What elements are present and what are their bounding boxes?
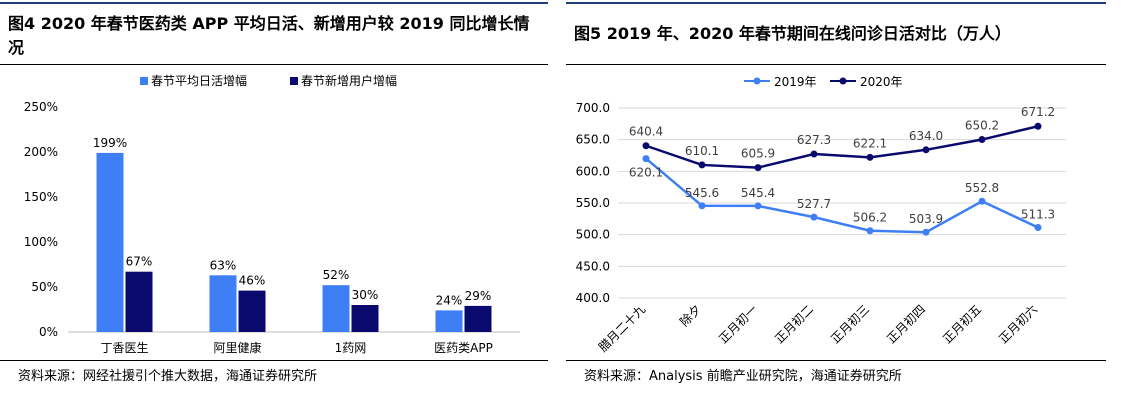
y-tick-label: 250% bbox=[24, 100, 58, 114]
data-point bbox=[1034, 122, 1042, 130]
data-point bbox=[754, 164, 762, 172]
line-chart-panel: 图5 2019 年、2020 年春节期间在线问诊日活对比（万人） 2019年 20… bbox=[566, 0, 1106, 415]
bar-chart-panel: 图4 2020 年春节医药类 APP 平均日活、新增用户较 2019 同比增长情… bbox=[0, 0, 548, 415]
data-point bbox=[642, 155, 650, 163]
line-chart-title: 图5 2019 年、2020 年春节期间在线问诊日活对比（万人） bbox=[574, 24, 1011, 43]
x-tick-label: 医药类APP bbox=[434, 341, 493, 355]
data-point bbox=[810, 213, 818, 221]
data-label: 63% bbox=[210, 258, 237, 272]
legend-marker bbox=[753, 77, 761, 85]
bar bbox=[238, 290, 266, 332]
y-tick-label: 150% bbox=[24, 190, 58, 204]
bar bbox=[435, 310, 463, 332]
x-tick-label: 腊月二十九 bbox=[596, 302, 648, 354]
legend-swatch bbox=[290, 77, 298, 85]
data-label: 506.2 bbox=[853, 211, 887, 225]
bar-chart: 春节平均日活增幅 春节新增用户增幅 0% 50% 100% 150% 200% 250% 199… bbox=[24, 73, 520, 355]
data-point bbox=[978, 136, 986, 144]
x-tick-label: 正月初二 bbox=[772, 302, 816, 346]
y-tick-label: 650.0 bbox=[576, 133, 610, 147]
y-tick-label: 0% bbox=[39, 325, 58, 339]
legend-swatch bbox=[140, 77, 148, 85]
y-tick-label: 600.0 bbox=[576, 164, 610, 178]
bar bbox=[464, 305, 492, 332]
y-tick-label: 50% bbox=[31, 280, 58, 294]
line-chart-source: 资料来源：Analysis 前瞻产业研究院，海通证券研究所 bbox=[584, 369, 902, 384]
data-label: 52% bbox=[323, 268, 350, 282]
x-tick-label: 正月初六 bbox=[996, 302, 1040, 346]
x-tick-label: 正月初一 bbox=[716, 302, 760, 346]
bar-chart-title: 图4 2020 年春节医药类 APP 平均日活、新增用户较 2019 同比增长情… bbox=[8, 14, 530, 57]
x-tick-label: 阿里健康 bbox=[213, 340, 261, 355]
data-label: 640.4 bbox=[629, 125, 663, 139]
top-rule bbox=[0, 2, 548, 4]
y-tick-label: 200% bbox=[24, 145, 58, 159]
data-label: 67% bbox=[126, 255, 153, 269]
title-rule bbox=[0, 64, 548, 65]
bar-chart-source: 资料来源：网经社援引个推大数据，海通证券研究所 bbox=[18, 369, 318, 384]
legend-label: 2020年 bbox=[860, 75, 903, 89]
data-label: 627.3 bbox=[797, 133, 831, 147]
data-label: 650.2 bbox=[965, 119, 999, 133]
data-label: 622.1 bbox=[853, 136, 887, 150]
data-label: 545.4 bbox=[741, 186, 775, 200]
top-rule bbox=[566, 2, 1106, 4]
x-tick-label: 正月初四 bbox=[884, 302, 928, 346]
data-point bbox=[698, 161, 706, 169]
x-tick-label: 正月初五 bbox=[940, 302, 984, 346]
data-point bbox=[978, 197, 986, 205]
data-point bbox=[922, 228, 930, 236]
data-label: 511.3 bbox=[1021, 208, 1055, 222]
x-tick-label: 1药网 bbox=[335, 341, 367, 355]
y-tick-label: 500.0 bbox=[576, 228, 610, 242]
data-label: 30% bbox=[352, 288, 379, 302]
y-tick-label: 550.0 bbox=[576, 196, 610, 210]
data-point bbox=[922, 146, 930, 154]
data-label: 29% bbox=[465, 289, 492, 303]
data-label: 46% bbox=[239, 274, 266, 288]
data-label: 527.7 bbox=[797, 197, 831, 211]
data-label: 610.1 bbox=[685, 144, 719, 158]
series-line bbox=[645, 125, 1039, 169]
y-tick-label: 400.0 bbox=[576, 291, 610, 305]
data-label: 503.9 bbox=[909, 212, 943, 226]
x-tick-label: 正月初三 bbox=[828, 302, 872, 346]
legend-label: 春节新增用户增幅 bbox=[301, 73, 397, 88]
data-point bbox=[866, 227, 874, 235]
data-label: 671.2 bbox=[1021, 105, 1055, 119]
legend-label: 2019年 bbox=[774, 75, 817, 89]
data-label: 552.8 bbox=[965, 181, 999, 195]
y-tick-label: 700.0 bbox=[576, 101, 610, 115]
bar bbox=[125, 271, 153, 332]
legend-marker bbox=[839, 77, 847, 85]
source-rule bbox=[0, 360, 548, 361]
data-point bbox=[698, 202, 706, 210]
title-rule bbox=[566, 64, 1106, 65]
data-label: 634.0 bbox=[909, 129, 943, 143]
data-point bbox=[866, 153, 874, 161]
data-label: 199% bbox=[93, 136, 127, 150]
y-tick-label: 450.0 bbox=[576, 259, 610, 273]
data-label: 620.1 bbox=[629, 166, 663, 180]
bar bbox=[351, 305, 379, 332]
series-line bbox=[645, 157, 1039, 234]
data-label: 545.6 bbox=[685, 186, 719, 200]
data-point bbox=[1034, 224, 1042, 232]
y-tick-label: 100% bbox=[24, 235, 58, 249]
data-label: 605.9 bbox=[741, 147, 775, 161]
data-point bbox=[754, 202, 762, 210]
data-label: 24% bbox=[436, 293, 463, 307]
bar bbox=[322, 285, 350, 332]
x-tick-label: 丁香医生 bbox=[100, 341, 148, 355]
line-chart: 2019年 2020年 400.0 450.0 500.0 550.0 600.0 650.0… bbox=[576, 75, 1066, 355]
bar bbox=[96, 152, 124, 332]
legend-label: 春节平均日活增幅 bbox=[151, 73, 247, 88]
bar bbox=[209, 275, 237, 332]
source-rule bbox=[566, 360, 1106, 361]
data-point bbox=[810, 150, 818, 158]
data-point bbox=[642, 142, 650, 150]
x-tick-label: 除夕 bbox=[677, 302, 705, 330]
